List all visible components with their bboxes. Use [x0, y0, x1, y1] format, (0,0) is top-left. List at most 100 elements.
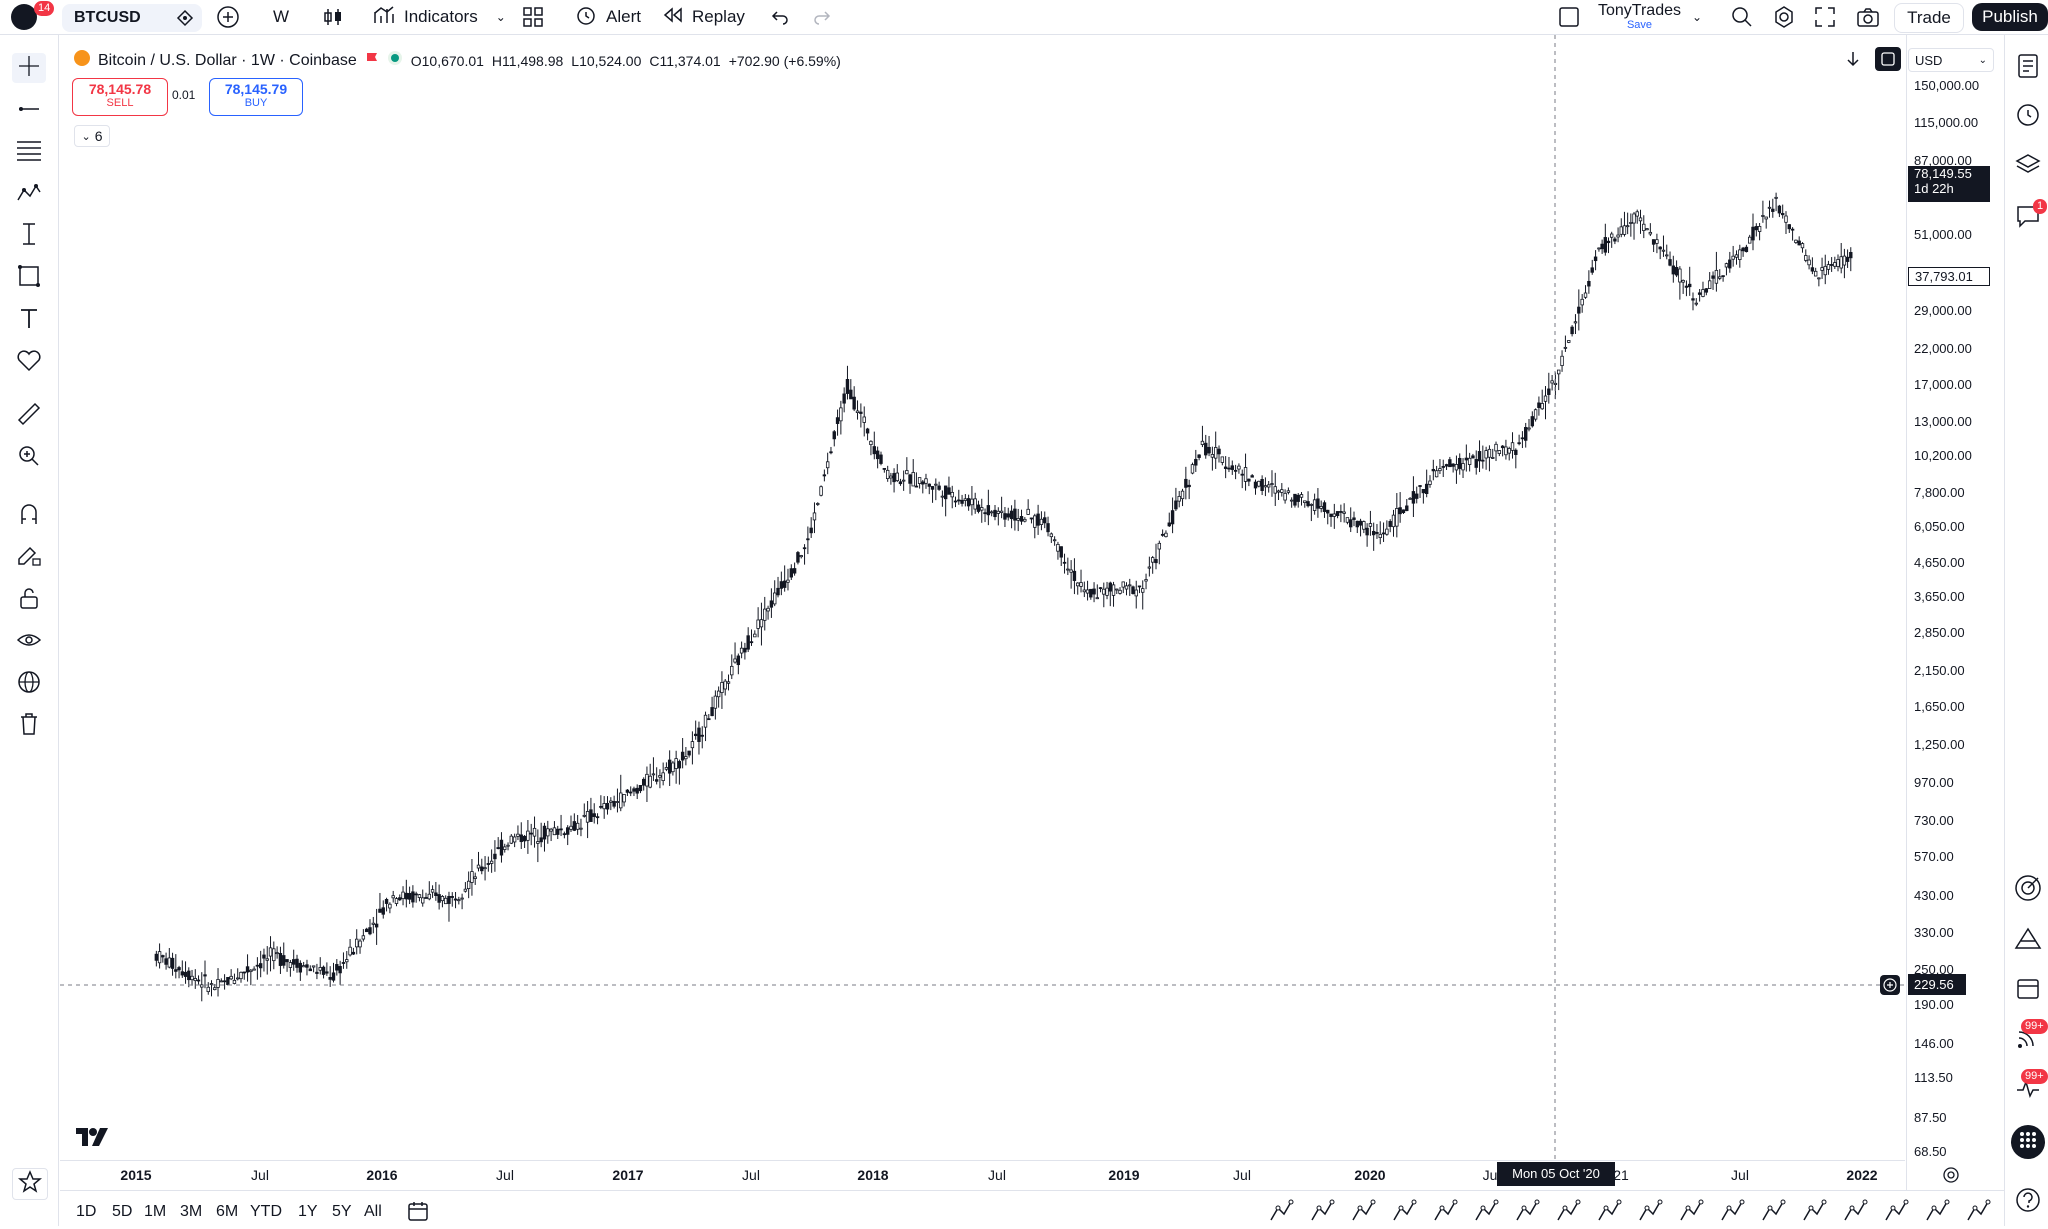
hide-drawings-tool[interactable] — [12, 627, 46, 657]
range-button-all[interactable]: All — [364, 1203, 382, 1220]
pattern-icon[interactable] — [1637, 1198, 1663, 1229]
candle — [315, 963, 319, 980]
price-chart[interactable] — [60, 35, 1905, 1160]
xabcd-icon[interactable] — [1473, 1198, 1499, 1229]
sell-button[interactable]: 78,145.78 SELL — [72, 78, 168, 116]
abc-pattern-icon[interactable] — [1350, 1198, 1376, 1229]
layout-name-button[interactable]: TonyTrades Save — [1598, 0, 1681, 34]
lock-drawings-tool[interactable] — [12, 585, 46, 615]
alert-button[interactable]: Alert — [574, 0, 641, 34]
candle — [1105, 581, 1109, 600]
wave-icon[interactable] — [1719, 1198, 1745, 1229]
candle — [602, 796, 606, 819]
range-button-6m[interactable]: 6M — [216, 1203, 239, 1220]
object-tree-tool[interactable] — [12, 669, 46, 699]
measure-icon[interactable] — [1760, 1198, 1786, 1229]
ideas-button[interactable] — [2013, 925, 2043, 955]
chevron-down-icon[interactable]: ⌄ — [495, 10, 506, 24]
symbol-search-input[interactable]: BTCUSD — [62, 4, 202, 32]
pencil-icon[interactable] — [1309, 1198, 1335, 1229]
zoom-tool[interactable] — [12, 443, 46, 473]
redo-button[interactable] — [812, 0, 832, 34]
quick-search-button[interactable] — [1730, 0, 1754, 34]
add-symbol-button[interactable] — [216, 0, 240, 34]
compass-icon[interactable] — [1965, 1198, 1991, 1229]
buy-button[interactable]: 78,145.79 BUY — [209, 78, 303, 116]
tradingview-logo[interactable] — [74, 1124, 110, 1155]
flag-icon[interactable] — [365, 51, 379, 70]
price-axis[interactable] — [1906, 35, 2003, 1190]
diamond-icon[interactable] — [176, 9, 194, 32]
date-range-icon[interactable] — [1801, 1198, 1827, 1229]
add-alert-crosshair-button[interactable] — [1880, 975, 1900, 995]
range-button-1m[interactable]: 1M — [144, 1203, 167, 1220]
range-button-1y[interactable]: 1Y — [298, 1203, 318, 1220]
candle — [437, 884, 441, 910]
products-button[interactable] — [2011, 1125, 2045, 1159]
alerts-button[interactable] — [2013, 101, 2043, 131]
trade-button[interactable]: Trade — [1894, 3, 1964, 33]
magnet-tool[interactable] — [12, 501, 46, 531]
range-button-5y[interactable]: 5Y — [332, 1203, 352, 1220]
fib-tool[interactable] — [12, 137, 46, 167]
grip-icon[interactable] — [1268, 1198, 1294, 1229]
replay-button[interactable]: Replay — [662, 0, 745, 34]
rectangle-icon[interactable] — [1596, 1198, 1622, 1229]
layers-button[interactable] — [2013, 151, 2043, 181]
candle — [355, 929, 359, 955]
interval-button[interactable]: W — [273, 7, 290, 26]
sync-button[interactable] — [1875, 47, 1901, 71]
snapshot-button[interactable] — [1856, 0, 1880, 34]
range-button-1d[interactable]: 1D — [76, 1203, 97, 1220]
calendar-button[interactable] — [2013, 975, 2043, 1005]
image-icon[interactable] — [1432, 1198, 1458, 1229]
range-button-3m[interactable]: 3M — [180, 1203, 203, 1220]
layout-menu-chevron-icon[interactable]: ⌄ — [1692, 10, 1703, 24]
templates-button[interactable] — [522, 0, 544, 34]
favorites-tool[interactable] — [12, 1168, 48, 1200]
indicators-collapse-button[interactable]: ⌄ 6 — [74, 125, 110, 147]
bars-icon[interactable] — [1924, 1198, 1950, 1229]
publish-button[interactable]: Publish — [1972, 3, 2048, 31]
watchlist-button[interactable] — [2013, 53, 2043, 83]
chart-type-button[interactable] — [322, 0, 344, 34]
indicators-button[interactable]: Indicators ⌄ — [372, 0, 506, 34]
go-to-date-button[interactable] — [406, 1200, 430, 1227]
range-button-ytd[interactable]: YTD — [250, 1203, 282, 1220]
candle — [1144, 573, 1148, 590]
text-icon[interactable] — [1514, 1198, 1540, 1229]
symbol-title[interactable]: Bitcoin / U.S. Dollar · 1W · Coinbase — [98, 51, 357, 69]
grid-icon[interactable] — [1842, 1198, 1868, 1229]
fullscreen-button[interactable] — [1814, 0, 1836, 34]
time-axis-settings-button[interactable] — [1942, 1166, 1960, 1189]
brush-icon[interactable] — [1555, 1198, 1581, 1229]
hotlists-button[interactable] — [2013, 874, 2043, 905]
time-axis[interactable] — [60, 1160, 1905, 1191]
pattern-tool[interactable] — [12, 179, 46, 209]
trendline-tool[interactable] — [12, 95, 46, 125]
remove-drawings-tool[interactable] — [12, 711, 46, 741]
trend-icon[interactable] — [1883, 1198, 1909, 1229]
icons-tool[interactable] — [12, 347, 46, 377]
chart-pane[interactable] — [60, 35, 1905, 1190]
currency-select[interactable]: USD ⌄ — [1908, 48, 1994, 72]
target-icon[interactable] — [1391, 1198, 1417, 1229]
crosshair-tool[interactable] — [12, 53, 46, 83]
logo-menu-button[interactable]: 14 — [10, 0, 55, 34]
text-tool[interactable] — [12, 305, 46, 335]
undo-button[interactable] — [770, 0, 790, 34]
stay-drawing-tool[interactable] — [12, 543, 46, 573]
settings-button[interactable] — [1772, 0, 1796, 34]
chats-button[interactable]: 1 — [2013, 199, 2048, 233]
news-button[interactable]: 99+ — [2013, 1019, 2048, 1055]
scroll-to-latest-button[interactable] — [1845, 50, 1861, 73]
help-button[interactable] — [2013, 1187, 2043, 1217]
layout-checkbox[interactable] — [1558, 0, 1580, 34]
ruler-tool[interactable] — [12, 401, 46, 431]
elliott-icon[interactable] — [1678, 1198, 1704, 1229]
range-button-5d[interactable]: 5D — [112, 1203, 133, 1220]
notifications-button[interactable]: 99+ — [2013, 1069, 2048, 1105]
forecast-tool[interactable] — [12, 221, 46, 251]
candle — [940, 490, 945, 507]
shapes-tool[interactable] — [12, 263, 46, 293]
